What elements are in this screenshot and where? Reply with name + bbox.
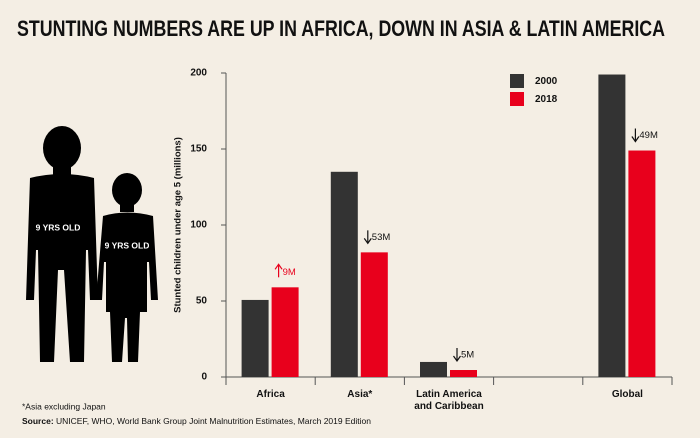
y-tick-label: 200 [190,68,207,79]
bar [360,252,388,377]
legend-label: 2000 [535,76,558,87]
legend-swatch [510,92,524,106]
x-tick-label: Global [611,389,643,400]
bar [330,171,358,377]
change-label: 9M [283,267,296,278]
change-arrowhead [363,238,372,245]
source: Source: UNICEF, WHO, World Bank Group Jo… [22,416,371,426]
figure-label: 9 YRS OLD [36,222,81,232]
x-tick-label: Asia* [347,389,373,400]
children-silhouettes [26,126,158,362]
footnote: *Asia excluding Japan [22,401,106,411]
bar [241,299,269,377]
y-tick-label: 100 [190,220,207,231]
chart-title: STUNTING NUMBERS ARE UP IN AFRICA, DOWN … [17,16,665,41]
y-tick-label: 50 [196,296,208,307]
bar [450,370,477,377]
change-arrowhead [453,355,461,363]
bar [628,150,656,377]
change-label: 49M [639,130,658,141]
bar [598,74,626,378]
source-label: Source: [22,416,54,426]
change-label: 53M [372,232,391,243]
y-axis-label: Stunted children under age 5 (millions) [173,137,184,313]
bar [271,287,299,377]
change-arrowhead [631,136,640,143]
legend-swatch [510,74,524,88]
bar [420,361,447,377]
change-label: 5M [461,350,474,361]
y-tick-label: 0 [201,372,207,383]
y-tick-label: 150 [190,144,207,155]
x-tick-label: Africa [256,389,285,400]
figure-label: 9 YRS OLD [105,240,150,250]
x-tick-label: Latin America and Caribbean [414,389,484,412]
source-text: UNICEF, WHO, World Bank Group Joint Maln… [56,416,371,426]
legend-label: 2018 [535,94,558,105]
change-arrowhead [274,263,283,270]
